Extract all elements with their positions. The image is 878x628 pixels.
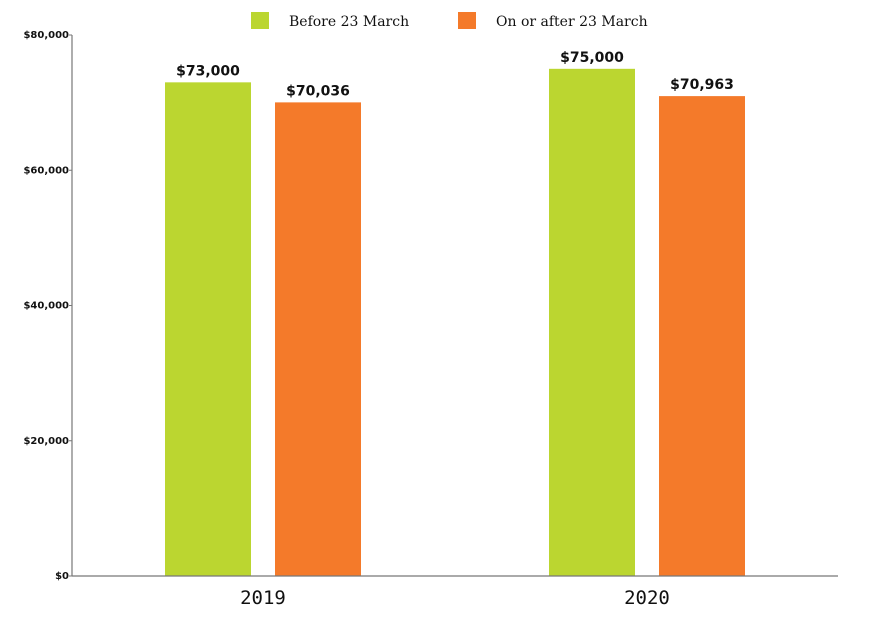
y-tick-label: $80,000 [23, 30, 69, 41]
bars [165, 68, 745, 577]
x-tick-label-2019: 2019 [240, 587, 286, 609]
bar-2020-series-1 [549, 68, 635, 576]
y-tick-label: $60,000 [23, 165, 69, 176]
y-tick-label: $20,000 [23, 436, 69, 447]
data-label-2020-series-1: $75,000 [560, 50, 624, 66]
bar-2020-series-2 [659, 96, 745, 577]
y-tick-label: $0 [55, 571, 69, 582]
bar-2019-series-2 [275, 102, 361, 576]
y-tick-label: $40,000 [23, 301, 69, 312]
x-tick-label-2020: 2020 [624, 587, 670, 609]
bar-2019-series-1 [165, 82, 251, 577]
data-label-2020-series-2: $70,963 [670, 77, 734, 93]
y-axis: $0 $20,000 $40,000 $60,000 $80,000 [23, 30, 73, 582]
data-label-2019-series-1: $73,000 [176, 63, 240, 79]
data-label-2019-series-2: $70,036 [286, 83, 350, 99]
value-labels: $73,000 $70,036 $75,000 $70,963 [176, 50, 734, 100]
legend-label-1: Before 23 March [289, 14, 409, 30]
x-axis: 2019 2020 [72, 575, 838, 609]
legend-label-2: On or after 23 March [496, 14, 648, 30]
legend-swatch-1 [251, 12, 269, 29]
legend-swatch-2 [458, 12, 476, 29]
legend: Before 23 March On or after 23 March [251, 12, 648, 30]
